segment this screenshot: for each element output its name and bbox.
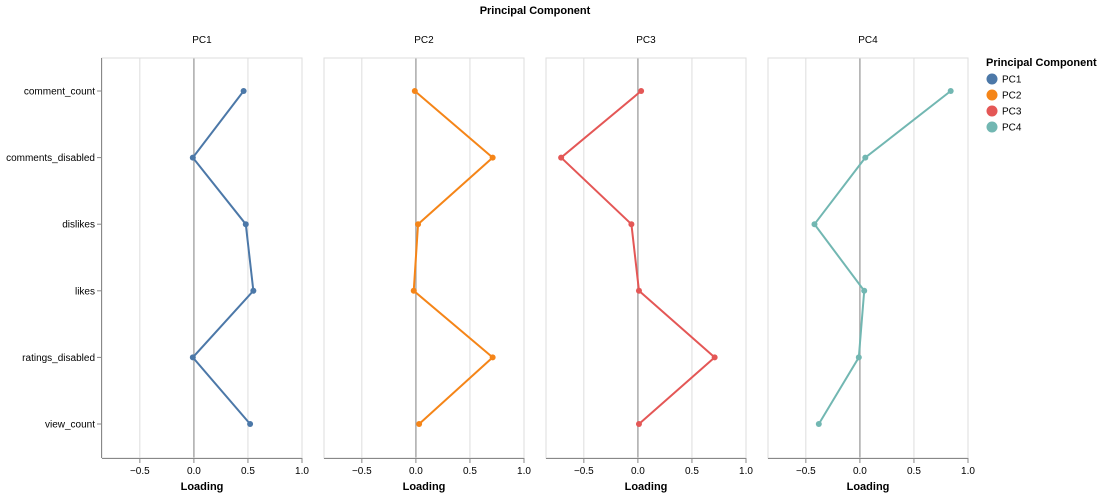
data-point (240, 88, 247, 94)
data-point (815, 421, 822, 427)
data-point (862, 154, 869, 161)
data-point (861, 287, 868, 294)
data-point (411, 88, 418, 94)
facet-pc1: PC1 −0.5 0.0 0.5 1.0 Loading comment_countcomm… (6, 35, 309, 493)
panel-frame (323, 57, 525, 459)
panel-frame (101, 57, 303, 459)
facets: PC1 −0.5 0.0 0.5 1.0 Loading comment_countcomm… (6, 35, 975, 493)
x-tick-label: −0.5 (130, 466, 150, 477)
legend: Principal Component PC1 PC2 PC3 PC4 (986, 57, 1097, 134)
x-tick-label: 1.0 (517, 466, 531, 477)
data-point (628, 221, 635, 228)
data-point (416, 421, 423, 427)
y-tick-label: comments_disabled (6, 153, 95, 164)
panel-frame (767, 57, 969, 459)
series-line-pc2 (412, 90, 495, 425)
data-point (415, 221, 422, 228)
legend-label: PC2 (1002, 91, 1022, 102)
y-tick-label: ratings_disabled (22, 353, 95, 364)
data-point (635, 421, 642, 427)
legend-title: Principal Component (986, 57, 1097, 69)
x-tick-label: 1.0 (295, 466, 309, 477)
x-tick-label: −0.5 (352, 466, 372, 477)
x-axis-title: Loading (181, 481, 224, 493)
data-point (250, 287, 257, 294)
legend-swatch-pc4 (986, 121, 998, 133)
x-axis-title: Loading (403, 481, 446, 493)
y-tick-label: dislikes (62, 220, 95, 231)
facet-title: PC4 (858, 35, 878, 46)
legend-swatch-pc2 (986, 89, 998, 101)
x-tick-label: 0.5 (241, 466, 255, 477)
x-axis-title: Loading (847, 481, 890, 493)
x-axis-title: Loading (625, 481, 668, 493)
y-tick-label: comment_count (24, 87, 95, 98)
legend-label: PC1 (1002, 75, 1022, 86)
x-tick-label: 0.0 (631, 466, 645, 477)
data-point (410, 287, 417, 294)
data-point (247, 421, 254, 427)
data-point (635, 287, 642, 294)
x-tick-label: 0.5 (907, 466, 921, 477)
data-point (558, 154, 565, 161)
x-tick-label: 1.0 (739, 466, 753, 477)
series-line-pc4 (813, 90, 952, 425)
data-point (489, 154, 496, 161)
data-point (189, 154, 196, 161)
x-tick-label: 0.0 (187, 466, 201, 477)
facet-pc3: PC3 −0.5 0.0 0.5 1.0 Loading (545, 35, 753, 493)
series-line-pc1 (191, 90, 255, 425)
x-tick-label: −0.5 (574, 466, 594, 477)
panel-frame (545, 57, 747, 459)
legend-label: PC3 (1002, 107, 1022, 118)
facet-title: PC2 (414, 35, 434, 46)
x-tick-label: −0.5 (796, 466, 816, 477)
data-point (855, 354, 862, 361)
facet-title: PC3 (636, 35, 656, 46)
data-point (189, 354, 196, 361)
y-tick-label: likes (75, 286, 95, 297)
series-line-pc3 (559, 90, 717, 425)
chart-title: Principal Component (480, 5, 591, 17)
data-point (638, 88, 645, 94)
data-point (489, 354, 496, 361)
x-tick-label: 1.0 (961, 466, 975, 477)
legend-swatch-pc1 (986, 73, 998, 85)
x-tick-label: 0.0 (409, 466, 423, 477)
legend-label: PC4 (1002, 123, 1022, 134)
legend-swatch-pc3 (986, 105, 998, 117)
facet-pc4: PC4 −0.5 0.0 0.5 1.0 Loading (767, 35, 975, 493)
data-point (242, 221, 249, 228)
data-point (711, 354, 718, 361)
data-point (811, 221, 818, 228)
x-tick-label: 0.5 (463, 466, 477, 477)
facet-title: PC1 (192, 35, 212, 46)
x-tick-label: 0.5 (685, 466, 699, 477)
data-point (947, 88, 954, 94)
y-tick-label: view_count (45, 420, 95, 431)
x-tick-label: 0.0 (853, 466, 867, 477)
facet-pc2: PC2 −0.5 0.0 0.5 1.0 Loading (323, 35, 531, 493)
